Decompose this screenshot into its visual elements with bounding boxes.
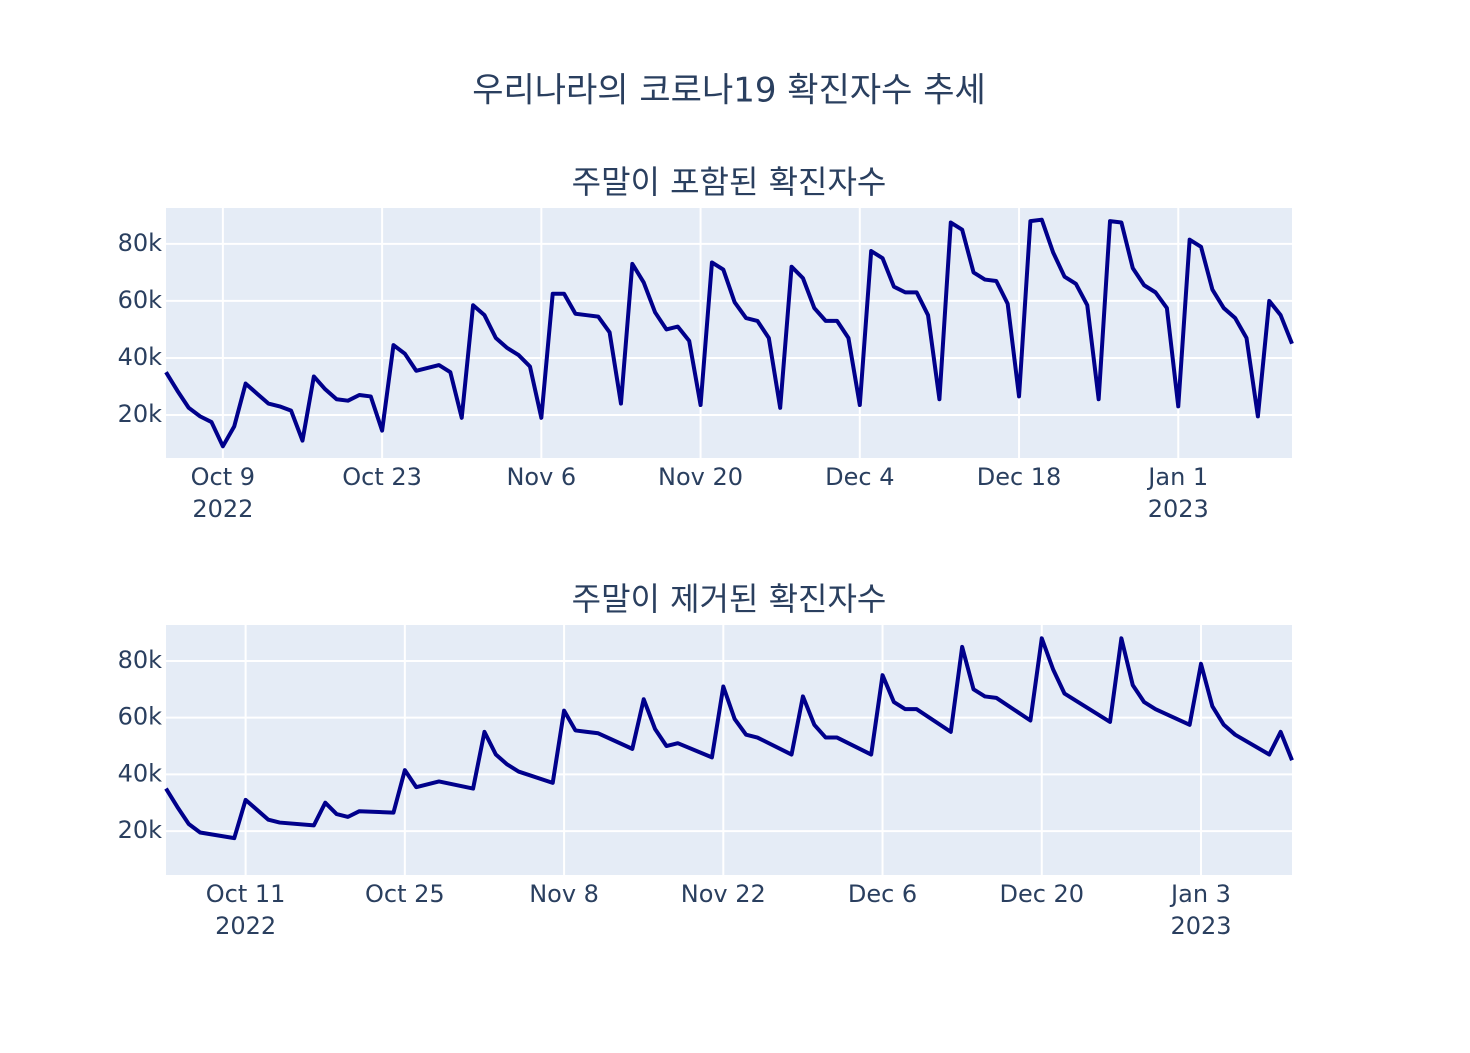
subplot-title: 주말이 포함된 확진자수 [572,163,887,201]
plot-area [166,208,1292,458]
y-tick-label: 40k [118,343,163,371]
x-tick-label: Dec 18 [977,463,1062,491]
y-tick-label: 20k [118,816,163,844]
x-tick-label: Oct 23 [342,463,422,491]
y-tick-label: 60k [118,703,163,731]
subplot-title: 주말이 제거된 확진자수 [572,580,887,618]
x-tick-label: Dec 20 [999,880,1084,908]
x-tick-label: Oct 9 [191,463,255,491]
x-tick-label: Dec 4 [825,463,894,491]
y-tick-label: 80k [118,229,163,257]
x-tick-label: Nov 22 [681,880,766,908]
line [164,217,1294,449]
x-tick-year: 2023 [1170,912,1231,940]
x-tick-label: Jan 3 [1169,880,1231,908]
y-tick-label: 20k [118,400,163,428]
line [164,636,1294,841]
x-tick-label: Dec 6 [848,880,917,908]
x-tick-year: 2023 [1148,495,1209,523]
y-tick-label: 40k [118,759,163,787]
x-tick-label: Nov 8 [529,880,599,908]
y-tick-label: 60k [118,286,163,314]
x-tick-label: Nov 20 [658,463,743,491]
x-tick-label: Oct 11 [206,880,286,908]
chart-title: 우리나라의 코로나19 확진자수 추세 [472,71,986,111]
x-tick-label: Oct 25 [365,880,445,908]
x-tick-label: Jan 1 [1146,463,1208,491]
x-tick-year: 2022 [192,495,253,523]
x-tick-label: Nov 6 [506,463,576,491]
x-tick-year: 2022 [215,912,276,940]
plot-area [166,625,1292,875]
y-tick-label: 80k [118,646,163,674]
